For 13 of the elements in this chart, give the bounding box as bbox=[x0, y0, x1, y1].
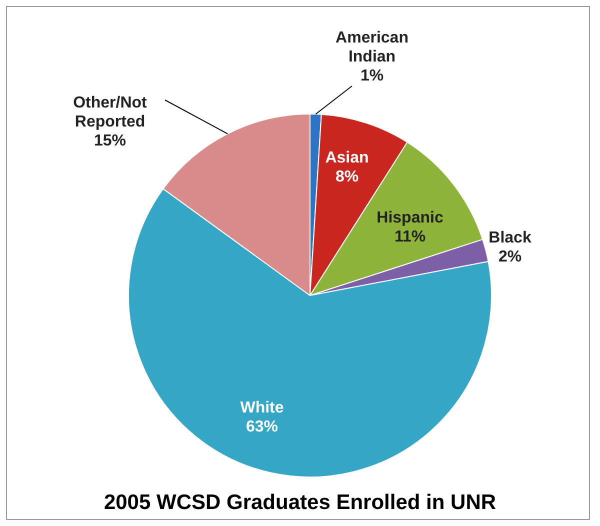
slice-label: Hispanic bbox=[376, 209, 444, 226]
slice-label: American Indian bbox=[336, 29, 408, 66]
slice-label: Asian bbox=[325, 149, 369, 166]
data-label: 8% bbox=[335, 168, 359, 186]
data-label: 1% bbox=[360, 67, 384, 84]
data-label: 15% bbox=[94, 132, 126, 150]
text: 2005 WCSD Graduates Enrolled in UNR bbox=[104, 490, 496, 514]
slice-label: White bbox=[240, 399, 284, 416]
slice-label: Black bbox=[488, 229, 532, 246]
data-label: 2% bbox=[498, 248, 522, 266]
data-label: 63% bbox=[246, 418, 278, 436]
data-label: 11% bbox=[394, 228, 426, 246]
slice-label: Other/Not Reported bbox=[73, 94, 148, 130]
